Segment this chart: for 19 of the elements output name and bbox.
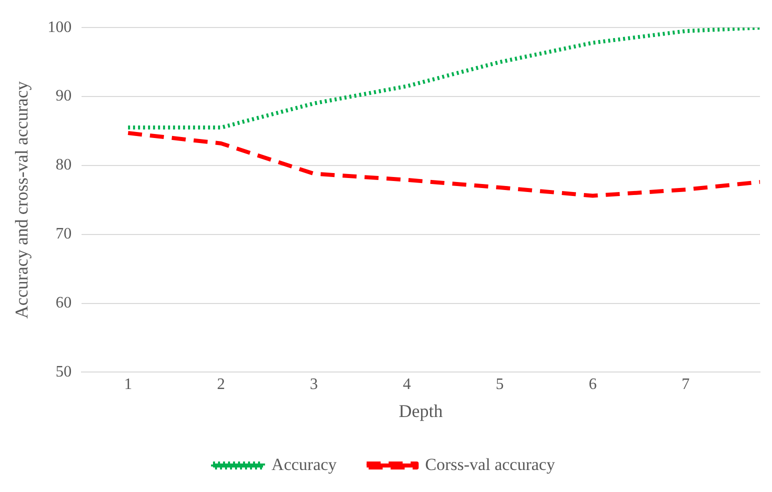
- y-tick-label: 90: [56, 88, 72, 105]
- line-series: [126, 131, 760, 198]
- x-axis-title: Depth: [398, 400, 443, 421]
- line-series: [126, 28, 760, 130]
- y-tick-label: 60: [56, 294, 72, 312]
- y-axis-title: Accuracy and cross-val accuracy: [12, 81, 32, 319]
- x-tick-label: 7: [682, 376, 690, 394]
- y-tick-label: 50: [56, 363, 72, 380]
- y-tick-label: 70: [56, 226, 72, 243]
- legend-label: Corss-val accuracy: [425, 454, 556, 474]
- x-tick-label: 5: [496, 376, 504, 394]
- x-tick-label: 4: [402, 376, 411, 394]
- x-tick-label: 1: [124, 376, 132, 394]
- legend-label: Accuracy: [272, 454, 338, 474]
- y-tick-label: 80: [56, 156, 72, 174]
- x-tick-label: 6: [588, 376, 597, 394]
- y-tick-label: 100: [48, 18, 72, 36]
- x-tick-label: 3: [310, 376, 318, 394]
- x-tick-label: 2: [216, 376, 225, 394]
